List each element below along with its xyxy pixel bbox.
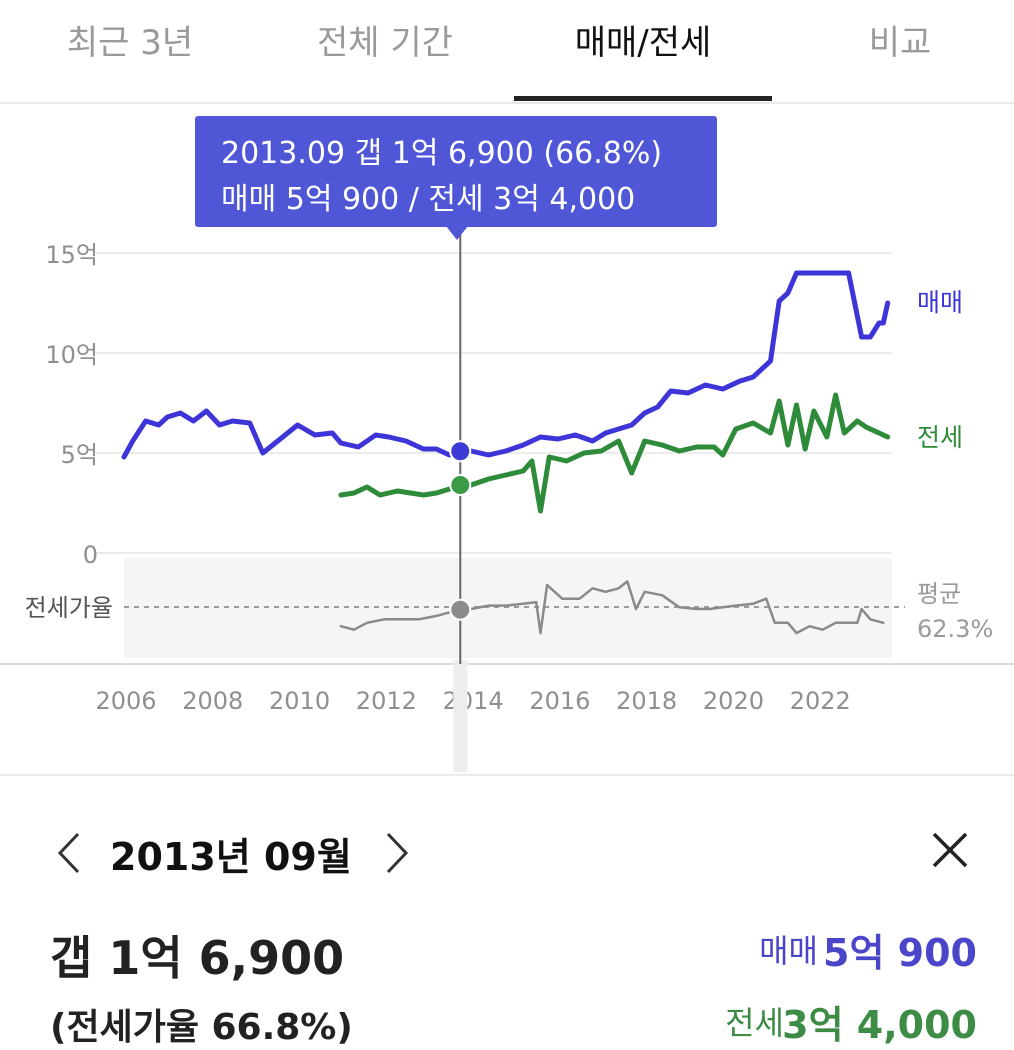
y-tick-label: 0 — [83, 541, 98, 569]
close-button[interactable] — [930, 830, 970, 870]
chevron-right-icon — [386, 832, 409, 874]
ratio-axis-label: 전세가율 — [25, 594, 113, 622]
y-tick-label: 10억 — [45, 341, 98, 369]
average-label: 평균 — [917, 580, 961, 608]
active-tab-indicator — [514, 96, 772, 101]
tab-all-period[interactable]: 전체 기간 — [317, 23, 453, 63]
x-tick-label: 2012 — [356, 687, 417, 715]
panel-divider — [0, 774, 1014, 776]
sale-price: 5억 900 — [823, 931, 977, 975]
average-value: 62.3% — [917, 615, 993, 643]
tab-recent-3-years[interactable]: 최근 3년 — [66, 23, 194, 63]
y-tick-label: 15억 — [45, 241, 98, 269]
selection-shadow — [453, 660, 468, 772]
jeonse-marker — [449, 474, 472, 496]
tab-sale-jeonse[interactable]: 매매/전세 — [574, 23, 712, 63]
period-tab-bar: 최근 3년 전체 기간 매매/전세 비교 — [0, 0, 1014, 104]
sale-label: 매매 — [759, 932, 818, 970]
x-tick-label: 2018 — [616, 687, 677, 715]
prev-month-button[interactable] — [52, 828, 86, 878]
y-tick-label: 5억 — [61, 441, 98, 469]
jeonse-series-label: 전세 — [917, 423, 963, 452]
x-tick-label: 2014 — [443, 687, 504, 715]
jeonse-label: 전세 — [725, 1004, 784, 1042]
sale-series-label: 매매 — [917, 288, 963, 317]
series-line-2 — [339, 580, 885, 635]
close-icon — [932, 832, 968, 868]
chevron-left-icon — [57, 832, 80, 874]
tooltip-price-line: 매매 5억 900 / 전세 3억 4,000 — [221, 182, 636, 217]
jeonse-ratio: (전세가율 66.8%) — [50, 1007, 353, 1048]
price-chart[interactable]: 15억 10억 5억 0 전세가율 평균 62.3% 2006 2008 2010 2012 2014… — [0, 102, 1014, 774]
x-tick-label: 2016 — [529, 687, 590, 715]
sale-marker — [449, 440, 472, 463]
ratio-marker — [449, 598, 472, 621]
selected-date: 2013년 09월 — [110, 835, 352, 879]
series-line-1 — [338, 392, 891, 514]
tooltip-gap-line: 2013.09 갭 1억 6,900 (66.8%) — [221, 136, 663, 171]
x-tick-label: 2010 — [269, 687, 330, 715]
jeonse-price: 3억 4,000 — [782, 1003, 977, 1047]
x-tick-label: 2020 — [703, 687, 764, 715]
tooltip-pointer — [446, 226, 468, 240]
x-tick-label: 2008 — [182, 687, 243, 715]
series-line-0 — [121, 270, 891, 460]
gap-amount: 갭 1억 6,900 — [50, 931, 345, 985]
chart-tooltip: 2013.09 갭 1억 6,900 (66.8%) 매매 5억 900 / 전… — [195, 116, 717, 227]
x-tick-label: 2006 — [95, 687, 156, 715]
next-month-button[interactable] — [380, 828, 414, 878]
tab-compare[interactable]: 비교 — [868, 23, 932, 63]
x-tick-label: 2022 — [790, 687, 851, 715]
